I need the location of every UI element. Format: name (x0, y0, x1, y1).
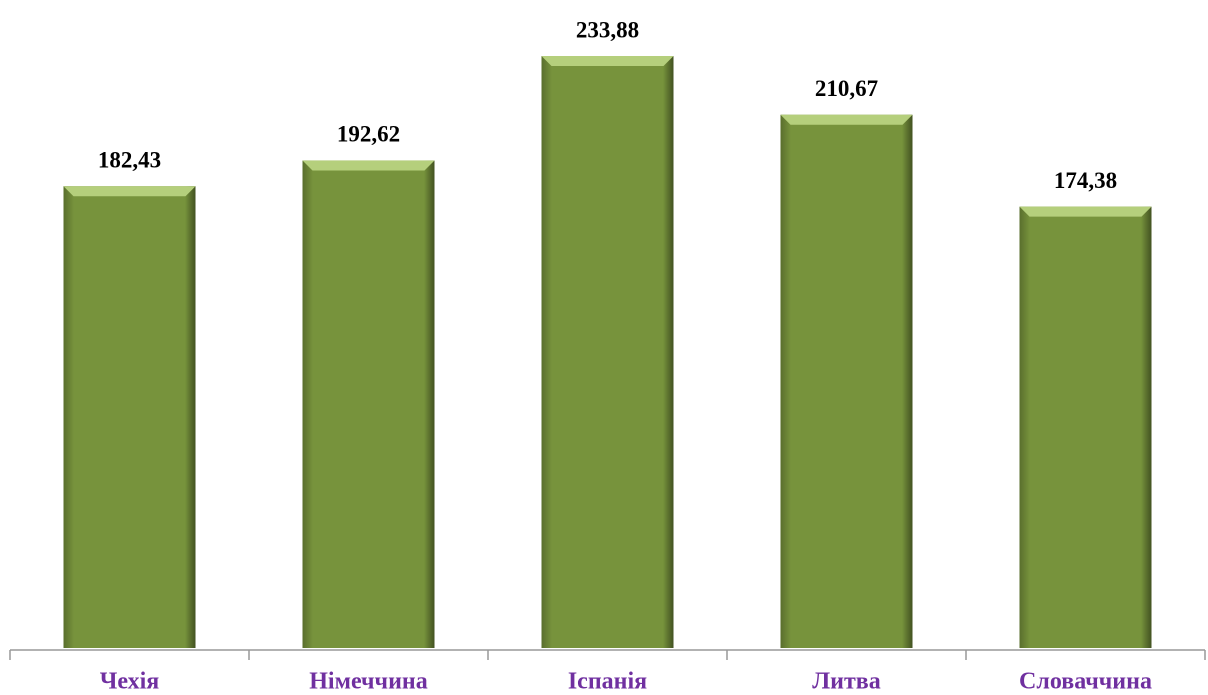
bar-shade (63, 186, 196, 648)
value-label: 174,38 (1054, 168, 1117, 193)
bar-bevel (302, 160, 435, 171)
value-label: 192,62 (337, 122, 400, 147)
x-tick-label: Німеччина (309, 669, 427, 695)
x-tick-label: Чехія (100, 669, 159, 695)
bar-bevel (780, 114, 913, 125)
bar-shade (780, 114, 913, 648)
x-tick-label: Словаччина (1019, 669, 1152, 695)
value-label: 233,88 (576, 17, 639, 42)
value-label: 182,43 (98, 148, 161, 173)
x-tick-label: Литва (812, 669, 880, 695)
x-tick-label: Іспанія (568, 669, 647, 695)
bar-shade (541, 56, 674, 648)
bar-bevel (1019, 206, 1152, 217)
bar-shade (1019, 206, 1152, 648)
bar-bevel (63, 186, 196, 197)
bar-shade (302, 160, 435, 648)
bar-bevel (541, 56, 674, 66)
value-label: 210,67 (815, 76, 878, 101)
